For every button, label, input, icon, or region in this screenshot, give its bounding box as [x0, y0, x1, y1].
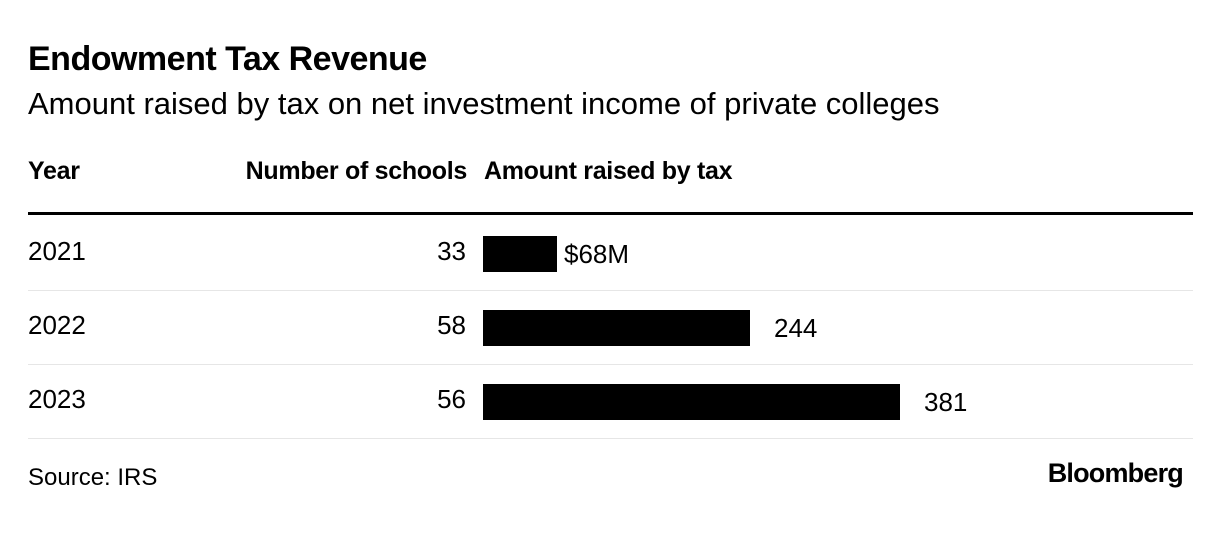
table-row: 2023 56 381 [28, 364, 1193, 439]
bar-value-label: 381 [924, 387, 968, 417]
year-cell: 2022 [28, 310, 86, 340]
year-cell: 2023 [28, 384, 86, 414]
bar-value-label: $68M [564, 239, 630, 269]
bar-2021 [483, 236, 557, 272]
table-row: 2022 58 244 [28, 290, 1193, 365]
bar-value-label: 244 [774, 313, 818, 343]
column-header-amount: Amount raised by tax [484, 157, 733, 185]
table-row: 2021 33 $68M [28, 216, 1193, 291]
column-header-number-of-schools: Number of schools [245, 157, 468, 185]
bloomberg-logo: Bloomberg [1047, 458, 1184, 488]
chart-subtitle: Amount raised by tax on net investment i… [28, 86, 940, 121]
bar-2023 [483, 384, 900, 420]
schools-count-cell: 58 [437, 310, 466, 340]
year-cell: 2021 [28, 236, 86, 266]
bar-2022 [483, 310, 750, 346]
schools-count-cell: 56 [437, 384, 466, 414]
schools-count-cell: 33 [437, 236, 466, 266]
chart-title: Endowment Tax Revenue [28, 40, 427, 78]
source-note: Source: IRS [28, 464, 158, 491]
header-divider [28, 212, 1193, 215]
column-header-year: Year [28, 157, 80, 185]
